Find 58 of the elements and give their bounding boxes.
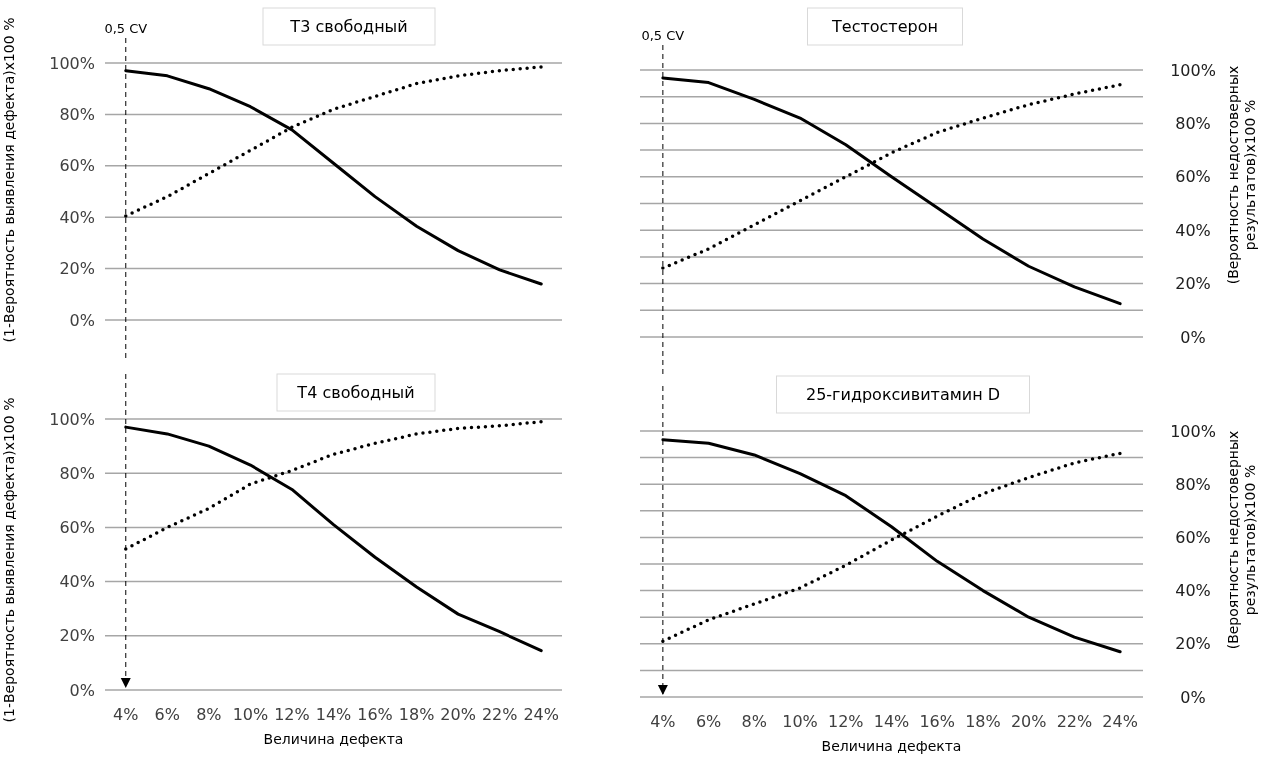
x-tick-label: 12% — [827, 712, 864, 731]
x-tick-label: 6% — [695, 712, 722, 731]
x-tick-label: 8% — [196, 705, 222, 724]
y-tick-label: 0% — [69, 310, 95, 330]
x-tick-label: 18% — [398, 705, 435, 724]
y-tick-label: 40% — [59, 572, 95, 592]
x-tick-label: 24% — [1102, 712, 1138, 731]
chart-title: 25-гидроксивитамин D — [805, 385, 1001, 404]
x-tick-label: 20% — [440, 705, 476, 724]
y-tick-label: 0% — [69, 680, 95, 700]
y2-tick-label: 0% — [1180, 327, 1206, 347]
ref-line-label: 0,5 CV — [104, 21, 148, 36]
ref-line-label: 0,5 CV — [641, 28, 685, 43]
x-tick-label: 6% — [154, 705, 181, 724]
y-axis-title: (1-Вероятность выявления дефекта)x100 % — [1, 17, 17, 343]
chart-title: T3 свободный — [289, 17, 408, 36]
x-tick-label: 4% — [113, 705, 139, 724]
y2-tick-label: 80% — [1175, 114, 1211, 133]
y2-tick-label: 20% — [1175, 274, 1211, 294]
y2-tick-label: 100% — [1170, 60, 1216, 80]
y2-tick-label: 80% — [1175, 474, 1211, 494]
y-tick-label: 20% — [59, 259, 95, 279]
x-tick-label: 4% — [650, 712, 676, 731]
y2-tick-label: 20% — [1175, 634, 1211, 654]
x-tick-label: 18% — [965, 712, 1001, 731]
x-tick-label: 10% — [782, 712, 818, 731]
y-axis-title: (1-Вероятность выявления дефекта)x100 % — [1, 397, 17, 723]
x-tick-label: 16% — [919, 712, 956, 731]
y2-tick-label: 60% — [1175, 167, 1211, 187]
y-tick-label: 100% — [49, 409, 95, 429]
y-tick-label: 40% — [59, 207, 95, 227]
y2-tick-label: 40% — [1175, 220, 1211, 240]
y-tick-label: 60% — [59, 518, 95, 537]
x-tick-label: 16% — [357, 705, 393, 724]
y2-tick-label: 100% — [1170, 421, 1216, 441]
x-tick-label: 20% — [1010, 712, 1047, 731]
x-tick-label: 22% — [1056, 712, 1093, 731]
chart-title: T4 свободный — [296, 383, 415, 402]
x-tick-label: 14% — [873, 712, 910, 731]
x-tick-label: 24% — [523, 705, 560, 724]
y-tick-label: 100% — [49, 53, 95, 73]
x-tick-label: 14% — [315, 705, 352, 724]
x-tick-label: 12% — [274, 705, 310, 724]
y-tick-label: 80% — [59, 463, 95, 483]
x-tick-label: 8% — [741, 712, 768, 731]
y-tick-label: 80% — [59, 105, 95, 124]
x-axis-title: Величина дефекта — [821, 738, 962, 754]
y-tick-label: 60% — [59, 156, 95, 176]
x-tick-label: 22% — [481, 705, 518, 724]
y-tick-label: 20% — [59, 626, 95, 646]
x-tick-label: 10% — [232, 705, 269, 724]
y2-tick-label: 0% — [1180, 687, 1206, 707]
y2-tick-label: 60% — [1175, 528, 1211, 547]
y2-axis-title: (Вероятность недостоверных результатов)x100 % — [1225, 65, 1258, 285]
chart-title: Тестостерон — [831, 17, 938, 36]
x-axis-title: Величина дефекта — [263, 731, 404, 747]
y2-axis-title: (Вероятность недостоверных результатов)x100 % — [1225, 430, 1258, 650]
y2-tick-label: 40% — [1175, 581, 1211, 601]
